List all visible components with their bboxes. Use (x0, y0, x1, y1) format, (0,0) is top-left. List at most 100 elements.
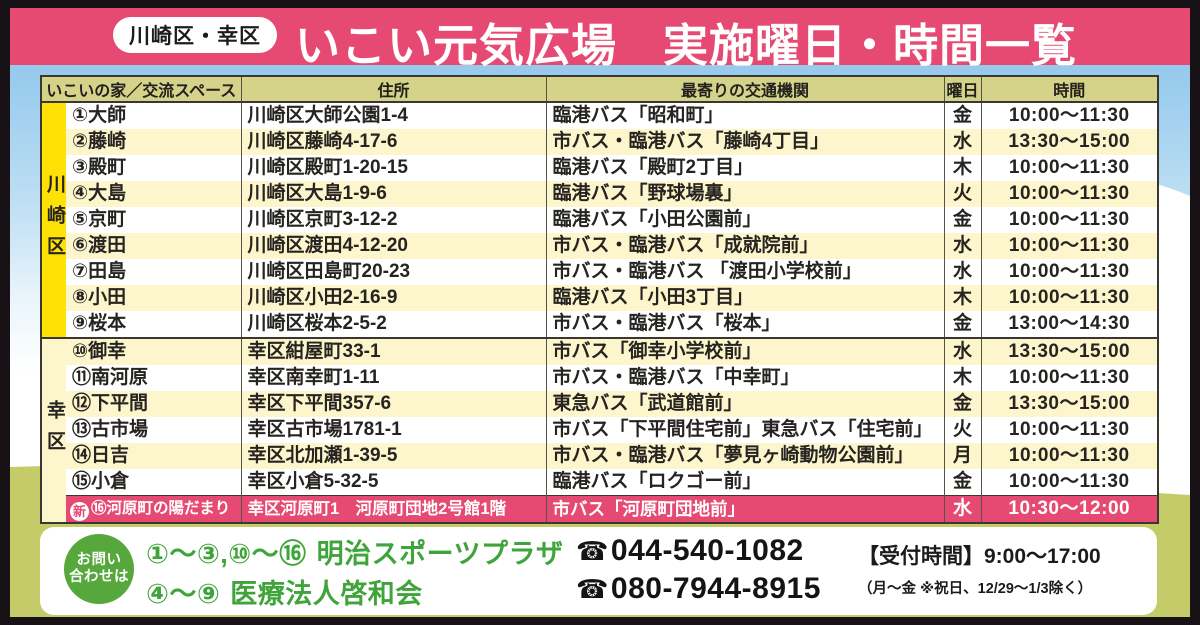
day-cell: 火 (943, 417, 981, 443)
phone-icon: ☎ (576, 536, 609, 566)
table-row: ④大島 川崎区大島1-9-6 臨港バス「野球場裏」火 10:00～11:30 (41, 181, 1158, 207)
facility-name-cell: ⑮小倉 (72, 471, 130, 492)
time-cell: 10:00～11:30 (980, 155, 1158, 181)
table-row: ⑥渡田 川崎区渡田4-12-20 市バス・臨港バス「成就院前」水 10:00～11:3… (41, 233, 1158, 259)
address-cell: 川崎区殿町1-20-15 (240, 155, 546, 181)
col-header-address: 住所 (240, 76, 546, 103)
facility-name-cell: ④大島 (66, 181, 241, 207)
transit-cell: 市バス・臨港バス「藤崎4丁目」 (545, 129, 944, 155)
address-cell: 川崎区小田2-16-9 (240, 285, 546, 311)
day-cell: 金 (943, 391, 981, 417)
address-cell: 川崎区田島町20-23 (240, 259, 546, 285)
time-cell: 10:00～11:30 (980, 259, 1158, 285)
ward-badge: 川崎区・幸区 (113, 17, 277, 53)
facility-name-cell: ⑩御幸 (66, 337, 241, 365)
time-cell: 13:30～15:00 (980, 391, 1158, 417)
facility-name-cell: ⑪南河原 (72, 367, 149, 388)
transit-cell: 臨港バス「昭和町」 (545, 102, 944, 129)
facility-name-cell: ③殿町 (72, 157, 127, 178)
day-cell: 火 (943, 181, 981, 207)
table-body: 川崎区 ①大師 川崎区大師公園1-4 臨港バス「昭和町」金 10:00～11:30 ②藤崎… (41, 102, 1158, 523)
col-header-day: 曜日 (943, 76, 981, 103)
transit-cell: 市バス「河原町団地前」 (545, 495, 944, 523)
facility-name-cell: ②藤崎 (66, 129, 241, 155)
table-row: ⑮小倉 幸区小倉5-32-5 臨港バス「ロクゴー前」金 10:00～11:30 (41, 469, 1158, 496)
contact-circle: お問い 合わせは (64, 534, 134, 604)
reception-hours-note: （月～金 ※祝日、12/29～1/3除く） (858, 581, 1093, 597)
time-cell: 10:00～11:30 (980, 365, 1158, 391)
title-banner: 川崎区・幸区 いこい元気広場 実施曜日・時間一覧 (10, 8, 1190, 71)
table-row: ⑪南河原 幸区南幸町1-11 市バス・臨港バス「中幸町」木 10:00～11:30 (41, 365, 1158, 391)
facility-name-cell: 新 ⑯河原町の陽だまり (66, 495, 241, 523)
contact-line-2: ④～⑨ 医療法人啓和会 (146, 572, 423, 610)
col-header-facility: いこいの家／交流スペース (41, 76, 241, 103)
time-cell: 10:00～11:30 (980, 233, 1158, 259)
address-cell: 幸区紺屋町33-1 (240, 337, 546, 365)
table-row: ⑬古市場 幸区古市場1781-1 市バス「下平間住宅前」東急バス「住宅前」火 10:0… (41, 417, 1158, 443)
transit-cell: 東急バス「武道館前」 (545, 391, 944, 417)
day-cell: 水 (943, 259, 981, 285)
table-row: ②藤崎 川崎区藤崎4-17-6 市バス・臨港バス「藤崎4丁目」水 13:30～15:0… (41, 129, 1158, 155)
time-cell: 10:00～11:30 (980, 469, 1158, 496)
day-cell: 金 (943, 207, 981, 233)
day-cell: 木 (943, 285, 981, 311)
address-cell: 川崎区大島1-9-6 (240, 181, 546, 207)
contact-line-1: ①～③,⑩～⑯ 明治スポーツプラザ (146, 532, 564, 570)
day-cell: 木 (943, 365, 981, 391)
day-cell: 水 (943, 495, 981, 523)
transit-cell: 市バス・臨港バス 「渡田小学校前」 (545, 259, 944, 285)
facility-name-cell: ①大師 (72, 105, 127, 126)
contact-circle-line1: お問い (76, 552, 122, 568)
day-cell: 金 (943, 469, 981, 496)
transit-cell: 市バス「下平間住宅前」東急バス「住宅前」 (545, 417, 944, 443)
org-name-1: 明治スポーツプラザ (316, 538, 564, 569)
time-cell: 13:00～14:30 (980, 311, 1158, 338)
transit-cell: 臨港バス「小田3丁目」 (545, 285, 944, 311)
table-row: 新 ⑯河原町の陽だまり 幸区河原町1 河原町団地2号館1階 市バス「河原町団地前」水 1… (41, 495, 1158, 523)
facility-name-cell: ⑤京町 (72, 209, 127, 230)
time-cell: 10:00～11:30 (980, 443, 1158, 469)
facility-name-cell: ⑧小田 (66, 285, 241, 311)
address-cell: 幸区古市場1781-1 (240, 417, 546, 443)
address-cell: 川崎区渡田4-12-20 (240, 233, 546, 259)
day-cell: 木 (943, 155, 981, 181)
time-cell: 10:30～12:00 (980, 495, 1158, 523)
transit-cell: 臨港バス「殿町2丁目」 (545, 155, 944, 181)
facility-name-cell: ⑬古市場 (72, 419, 149, 440)
phone-icon: ☎ (576, 574, 609, 604)
address-cell: 川崎区大師公園1-4 (240, 102, 546, 129)
phone-number-2-value: 080-7944-8915 (610, 572, 821, 605)
col-header-transit: 最寄りの交通機関 (545, 76, 944, 103)
schedule-table: いこいの家／交流スペース 住所 最寄りの交通機関 曜日 時間 川崎区 ①大師 川崎区… (40, 75, 1159, 524)
transit-cell: 市バス・臨港バス「桜本」 (545, 311, 944, 338)
table-row: ⑭日吉 幸区北加瀬1-39-5 市バス・臨港バス「夢見ヶ崎動物公園前」月 10:00～… (41, 443, 1158, 469)
table-row: ⑧小田 川崎区小田2-16-9 臨港バス「小田3丁目」木 10:00～11:30 (41, 285, 1158, 311)
transit-cell: 臨港バス「野球場裏」 (545, 181, 944, 207)
address-cell: 幸区北加瀬1-39-5 (240, 443, 546, 469)
day-cell: 水 (943, 129, 981, 155)
address-cell: 川崎区藤崎4-17-6 (240, 129, 546, 155)
table-row: 川崎区 ①大師 川崎区大師公園1-4 臨港バス「昭和町」金 10:00～11:30 (41, 102, 1158, 338)
region-label: 川崎区 (41, 102, 66, 338)
region-label: 幸区 (41, 337, 66, 523)
org-name-2: 医療法人啓和会 (230, 578, 423, 609)
table-row: ⑦田島 川崎区田島町20-23 市バス・臨港バス 「渡田小学校前」水 10:00～11… (41, 259, 1158, 285)
time-cell: 13:30～15:00 (980, 129, 1158, 155)
facility-name-cell: ⑨桜本 (72, 313, 127, 334)
time-cell: 10:00～11:30 (980, 102, 1158, 129)
address-cell: 川崎区京町3-12-2 (240, 207, 546, 233)
phone-number-1: ☎044-540-1082 (576, 534, 804, 568)
contact-circle-line2: 合わせは (69, 569, 129, 585)
facility-name-cell: ⑥渡田 (66, 233, 241, 259)
day-cell: 金 (943, 311, 981, 338)
address-cell: 幸区河原町1 河原町団地2号館1階 (240, 495, 546, 523)
table-row: ⑤京町 川崎区京町3-12-2 臨港バス「小田公園前」金 10:00～11:30 (41, 207, 1158, 233)
phone-number-2: ☎080-7944-8915 (576, 572, 821, 606)
table-row: ⑨桜本 川崎区桜本2-5-2 市バス・臨港バス「桜本」金 13:00～14:30 (41, 311, 1158, 338)
transit-cell: 市バス・臨港バス「中幸町」 (545, 365, 944, 391)
facility-name-cell: ⑭日吉 (66, 443, 241, 469)
reception-hours: 【受付時間】9:00～17:00 （月～金 ※祝日、12/29～1/3除く） (858, 540, 1178, 598)
time-cell: 10:00～11:30 (980, 207, 1158, 233)
time-cell: 10:00～11:30 (980, 285, 1158, 311)
time-cell: 13:30～15:00 (980, 337, 1158, 365)
